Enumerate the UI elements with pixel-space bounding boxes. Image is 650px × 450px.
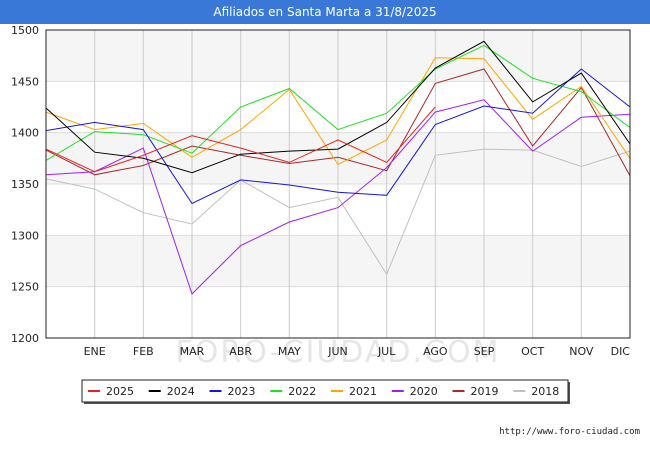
series-line-2020 xyxy=(45,99,631,295)
legend-label-2023: 2023 xyxy=(228,385,256,398)
legend-label-2025: 2025 xyxy=(106,385,134,398)
legend-box xyxy=(81,379,569,403)
y-tick-label: 1450 xyxy=(11,75,39,88)
x-tick-label: OCT xyxy=(521,345,544,358)
x-tick-label: NOV xyxy=(569,345,594,358)
x-tick-label: MAR xyxy=(180,345,205,358)
series-line-2024 xyxy=(45,40,631,174)
legend-label-2021: 2021 xyxy=(349,385,377,398)
legend-label-2019: 2019 xyxy=(471,385,499,398)
x-tick-label: SEP xyxy=(474,345,495,358)
legend-label-2020: 2020 xyxy=(410,385,438,398)
x-tick-label: DIC xyxy=(611,345,631,358)
x-tick-label: FEB xyxy=(133,345,154,358)
x-tick-label: JUL xyxy=(377,345,396,358)
y-tick-label: 1350 xyxy=(11,178,39,191)
series-line-2018 xyxy=(45,148,631,276)
watermark: FORO-CIUDAD.COM xyxy=(176,335,501,370)
series-line-2021 xyxy=(45,57,631,166)
series-line-2019 xyxy=(45,68,631,177)
x-tick-label: ABR xyxy=(229,345,252,358)
y-tick-label: 1250 xyxy=(11,281,39,294)
y-axis: 1200 1250 1300 1350 1400 1450 1500 xyxy=(11,24,39,345)
legend-label-2018: 2018 xyxy=(531,385,559,398)
x-tick-label: ENE xyxy=(84,345,106,358)
source-link[interactable]: http://www.foro-ciudad.com xyxy=(499,427,640,437)
series-line-2023 xyxy=(45,68,631,205)
y-tick-label: 1500 xyxy=(11,24,39,37)
y-tick-label: 1300 xyxy=(11,229,39,242)
x-axis: ENE FEB MAR ABR MAY JUN JUL AGO SEP OCT NOV DIC xyxy=(84,345,631,358)
legend: 2025 2024 2023 2022 2021 2020 2019 2018 xyxy=(81,379,570,404)
watermark-text: FORO-CIUDAD.COM xyxy=(176,335,501,370)
legend-label-2022: 2022 xyxy=(288,385,316,398)
legend-label-2024: 2024 xyxy=(167,385,195,398)
x-tick-label: AGO xyxy=(423,345,448,358)
y-tick-label: 1200 xyxy=(11,332,39,345)
x-tick-label: JUN xyxy=(327,345,348,358)
y-tick-label: 1400 xyxy=(11,127,39,140)
plot-border xyxy=(45,29,631,339)
series-line-2022 xyxy=(45,44,631,161)
x-tick-label: MAY xyxy=(278,345,301,358)
chart-title: Afiliados en Santa Marta a 31/8/2025 xyxy=(0,0,650,24)
series-lines xyxy=(45,40,631,295)
series-line-2025 xyxy=(45,106,436,173)
